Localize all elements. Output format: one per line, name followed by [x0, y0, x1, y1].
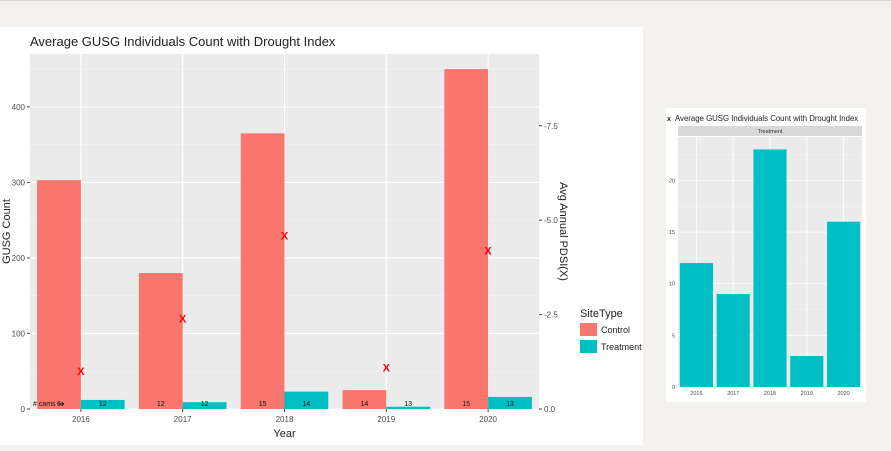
cam-count-control-2019: 14	[361, 401, 369, 408]
cam-count-control-2020: 15	[462, 401, 470, 408]
bar-treatment-2017	[182, 402, 227, 409]
small-y-axis: 0 5 10 15 20	[669, 178, 675, 391]
window-top-border	[0, 0, 891, 1]
secondary-y-axis: 0.0 -2.5 -5.0 -7.5	[539, 122, 558, 414]
x-tick-label: 2016	[72, 415, 90, 424]
y-axis-title: GUSG Count	[1, 199, 13, 264]
y2-tick-label: -5.0	[544, 216, 558, 225]
drought-marker-2017: X	[179, 313, 187, 325]
cam-count-arrow: ➔	[58, 400, 65, 409]
drought-marker-2016: X	[77, 366, 85, 378]
cam-count-treatment-2018: 14	[302, 401, 310, 408]
drought-marker-2019: X	[383, 362, 391, 374]
small-x-tick-label: 2019	[801, 391, 813, 397]
small-x-tick-label: 2017	[727, 391, 739, 397]
cam-count-control-2018: 15	[259, 401, 267, 408]
y-tick-label: 200	[12, 254, 26, 263]
y-axis: 0 100 200 300 400	[12, 103, 30, 414]
x-axis: 2016 2017 2018 2019 2020	[72, 409, 498, 424]
y-tick-label: 400	[12, 103, 26, 112]
cam-count-treatment-2016: 12	[99, 401, 107, 408]
cam-count-control-2017: 12	[157, 401, 165, 408]
small-bar-2018	[753, 149, 787, 387]
bar-control-2017	[138, 273, 183, 409]
cam-count-treatment-2020: 13	[506, 401, 514, 408]
bar-treatment-2019	[386, 406, 431, 409]
drought-markers: X X X X X	[77, 230, 492, 378]
small-chart-title-prefix: x	[667, 116, 671, 123]
legend-swatch-treatment	[580, 340, 597, 353]
small-y-tick-label: 15	[669, 230, 675, 236]
x-axis-title: Year	[273, 428, 296, 440]
y2-axis-title: Avg Annual PDSI(X)	[557, 182, 569, 281]
small-y-tick-label: 10	[669, 282, 675, 288]
main-chart: Average GUSG Individuals Count with Drou…	[1, 34, 642, 440]
cam-count-treatment-2019: 13	[404, 401, 412, 408]
y-tick-label: 300	[12, 178, 26, 187]
small-x-axis: 2016 2017 2018 2019 2020	[690, 391, 849, 397]
treatment-chart-panel: x Average GUSG Individuals Count with Dr…	[666, 108, 866, 402]
small-bar-2020	[827, 221, 861, 387]
bar-control-2018	[240, 133, 285, 409]
legend-swatch-control	[580, 323, 597, 336]
cam-count-treatment-2017: 12	[201, 401, 209, 408]
bar-control-2019	[342, 390, 387, 409]
small-x-tick-label: 2016	[690, 391, 702, 397]
y2-tick-label: 0.0	[544, 405, 556, 414]
small-y-tick-label: 20	[669, 178, 675, 184]
small-y-tick-label: 0	[672, 385, 675, 391]
y-tick-label: 100	[12, 329, 26, 338]
main-chart-panel: Average GUSG Individuals Count with Drou…	[0, 27, 643, 445]
drought-marker-2020: X	[484, 245, 492, 257]
y2-tick-label: -2.5	[544, 311, 558, 320]
legend-label-treatment: Treatment	[601, 342, 642, 352]
x-tick-label: 2019	[377, 415, 395, 424]
small-bar-2019	[790, 356, 824, 387]
small-x-tick-label: 2020	[837, 391, 849, 397]
small-chart-title: Average GUSG Individuals Count with Drou…	[675, 114, 858, 123]
y-tick-label: 0	[21, 405, 26, 414]
small-bars	[679, 149, 861, 387]
cam-count-title: # cams	[33, 401, 56, 408]
small-bar-2017	[716, 294, 750, 387]
bar-treatment-2016	[80, 399, 125, 409]
facet-strip	[678, 126, 862, 136]
treatment-chart: x Average GUSG Individuals Count with Dr…	[667, 114, 862, 397]
legend-title: SiteType	[580, 308, 623, 320]
legend: SiteType Control Treatment	[580, 308, 642, 353]
chart-title: Average GUSG Individuals Count with Drou…	[30, 34, 336, 49]
cam-count-labels: # cams ➔ 6 12 12 12 15 14 14 13 15 13	[33, 400, 514, 409]
small-x-tick-label: 2018	[764, 391, 776, 397]
x-tick-label: 2017	[174, 415, 192, 424]
bars	[37, 69, 532, 409]
cam-count-control-2016: 6	[57, 401, 61, 408]
drought-marker-2018: X	[281, 230, 289, 242]
small-y-tick-label: 5	[672, 333, 675, 339]
x-tick-label: 2018	[276, 415, 294, 424]
bar-control-2016	[37, 180, 81, 409]
x-tick-label: 2020	[479, 415, 497, 424]
legend-label-control: Control	[601, 325, 630, 335]
bar-treatment-2020	[488, 396, 532, 409]
small-bar-2016	[679, 263, 713, 387]
bar-treatment-2018	[284, 391, 329, 409]
bar-control-2020	[444, 69, 489, 409]
y2-tick-label: -7.5	[544, 122, 558, 131]
facet-label: Treatment	[758, 129, 783, 135]
